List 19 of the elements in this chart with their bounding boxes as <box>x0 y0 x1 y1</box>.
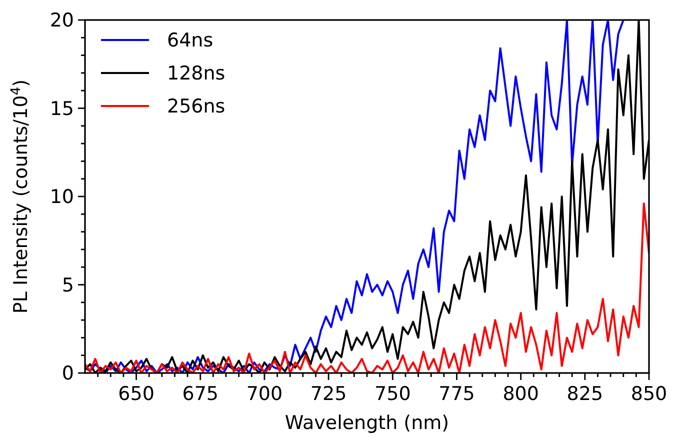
x-tick-label: 650 <box>118 383 154 405</box>
x-axis-title: Wavelength (nm) <box>284 412 450 434</box>
legend-label: 256ns <box>167 96 226 118</box>
y-tick-label: 0 <box>62 362 74 385</box>
y-tick-label: 15 <box>50 98 74 120</box>
legend-label: 128ns <box>167 62 226 85</box>
x-tick-label: 850 <box>630 383 668 405</box>
y-tick-label: 10 <box>50 186 74 208</box>
x-tick-label: 800 <box>502 383 539 405</box>
x-tick-label: 775 <box>438 383 475 405</box>
y-tick-label: 20 <box>50 10 74 32</box>
x-tick-label: 700 <box>246 383 283 405</box>
x-tick-label: 675 <box>182 383 218 405</box>
y-tick-label: 5 <box>62 274 74 296</box>
line-series <box>85 202 649 373</box>
x-tick-label: 750 <box>374 383 411 405</box>
x-tick-label: 825 <box>566 383 604 405</box>
x-tick-label: 725 <box>310 383 347 405</box>
legend-label: 64ns <box>167 30 214 52</box>
